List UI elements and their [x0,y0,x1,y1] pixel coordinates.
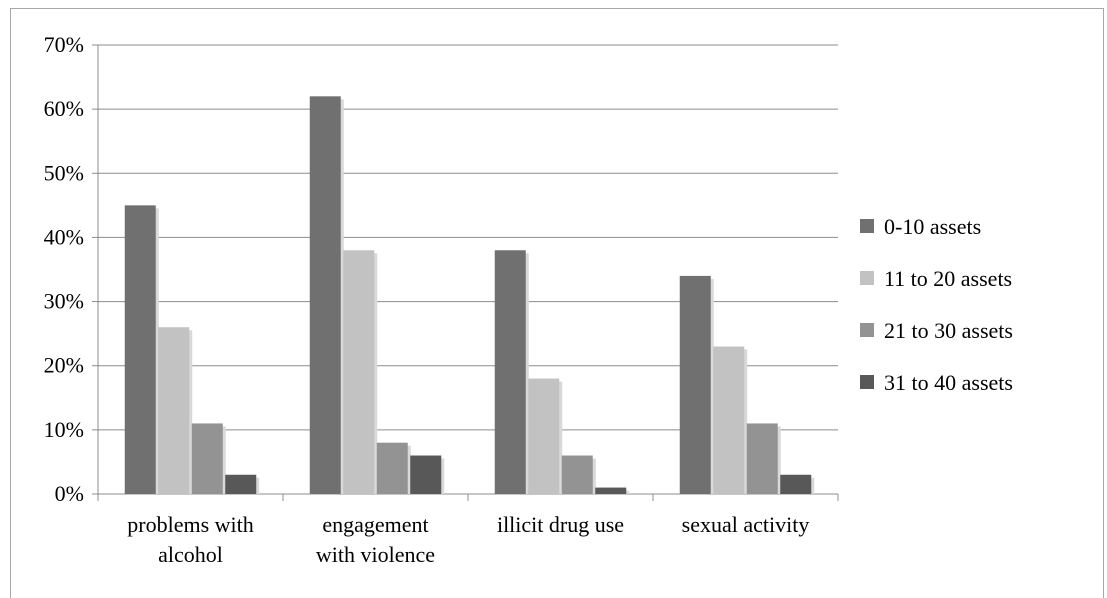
y-tick-label: 40% [44,224,84,249]
bar [376,442,408,494]
x-category-label: problems with alcohol [127,512,254,567]
legend-swatch [860,271,874,285]
bars [124,96,815,495]
x-category-label: illicit drug use [497,512,624,537]
bar [561,455,593,494]
y-tick-label: 30% [44,289,84,314]
bar [528,378,560,494]
legend-label: 21 to 30 assets [884,318,1013,343]
bar [410,455,442,494]
bar [780,474,812,494]
bar [713,346,745,494]
bar [595,487,627,494]
y-tick-label: 50% [44,160,84,185]
y-tick-label: 70% [44,32,84,57]
chart-frame [10,8,1104,598]
bar [679,275,711,494]
y-tick-label: 60% [44,96,84,121]
legend: 0-10 assets 11 to 20 assets 21 to 30 asset… [860,214,1013,395]
y-tick-label: 0% [55,481,84,506]
legend-label: 31 to 40 assets [884,370,1013,395]
legend-swatch [860,219,874,233]
x-axis: problems with alcohol engagement with viole… [97,493,839,567]
x-category-label: sexual activity [682,512,810,537]
x-category-label: engagement with violence [316,512,435,567]
y-axis: 0% 10% 20% 30% 40% 50% 60% 70% [44,32,99,506]
bar [494,250,526,494]
bar [343,250,375,494]
bar [309,96,341,495]
bar [225,474,257,494]
legend-swatch [860,375,874,389]
y-tick-label: 20% [44,353,84,378]
legend-swatch [860,323,874,337]
bar [746,423,778,494]
bar [124,205,156,494]
bar [158,327,190,494]
bar [191,423,223,494]
y-tick-label: 10% [44,417,84,442]
legend-label: 0-10 assets [884,214,981,239]
legend-label: 11 to 20 assets [884,266,1012,291]
